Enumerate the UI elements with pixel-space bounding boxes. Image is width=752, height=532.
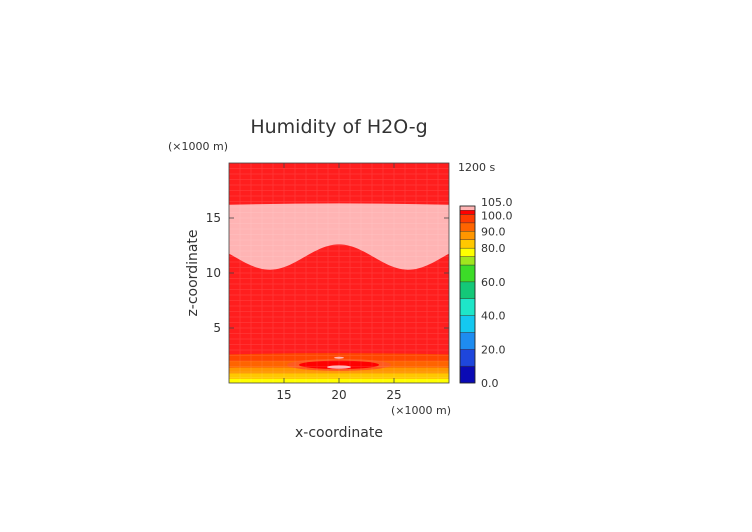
y-tick-label: 10 xyxy=(206,266,221,280)
plot-area xyxy=(229,163,449,383)
grid-overlay xyxy=(229,163,449,383)
colorbar-level xyxy=(459,222,476,232)
colorbar-level xyxy=(459,315,476,333)
colorbar-level xyxy=(459,231,476,240)
y-axis-label: z-coordinate xyxy=(185,229,201,316)
colorbar-level xyxy=(459,247,476,257)
chart-title: Humidity of H2O-g xyxy=(250,116,427,138)
colorbar-frame xyxy=(459,205,476,384)
y-axis-ticks: 5 10 15 xyxy=(206,211,449,335)
x-tick-label: 25 xyxy=(386,388,401,402)
colorbar-tick-label: 20.0 xyxy=(481,343,506,356)
colorbar-level xyxy=(459,298,476,316)
colorbar-tick-label: 0.0 xyxy=(481,377,499,390)
colorbar-tick-label: 40.0 xyxy=(481,310,506,323)
time-label: 1200 s xyxy=(458,161,495,174)
colorbar-tick-label: 80.0 xyxy=(481,242,506,255)
colorbar-level xyxy=(459,349,476,367)
x-axis-label: x-coordinate xyxy=(295,425,383,441)
y-tick-label: 5 xyxy=(213,321,221,335)
colorbar-tick-label: 60.0 xyxy=(481,276,506,289)
colorbar-tick-label: 90.0 xyxy=(481,225,506,238)
colorbar-level xyxy=(459,214,476,224)
colorbar-level xyxy=(459,365,476,384)
colorbar-level xyxy=(459,210,476,215)
y-unit-label: (×1000 m) xyxy=(168,140,228,153)
colorbar xyxy=(459,205,476,384)
colorbar-level xyxy=(459,332,476,350)
colorbar-level xyxy=(459,264,476,283)
x-tick-label: 15 xyxy=(276,388,291,402)
colorbar-level xyxy=(459,281,476,299)
colorbar-tick-label: 100.0 xyxy=(481,209,513,222)
colorbar-tick-label: 105.0 xyxy=(481,196,513,209)
y-tick-label: 15 xyxy=(206,211,221,225)
x-axis-ticks: 15 20 25 xyxy=(276,163,402,402)
colorbar-level xyxy=(459,205,476,211)
x-tick-label: 20 xyxy=(331,388,346,402)
colorbar-level xyxy=(459,239,476,249)
colorbar-level xyxy=(459,256,476,266)
x-unit-label: (×1000 m) xyxy=(391,404,451,417)
